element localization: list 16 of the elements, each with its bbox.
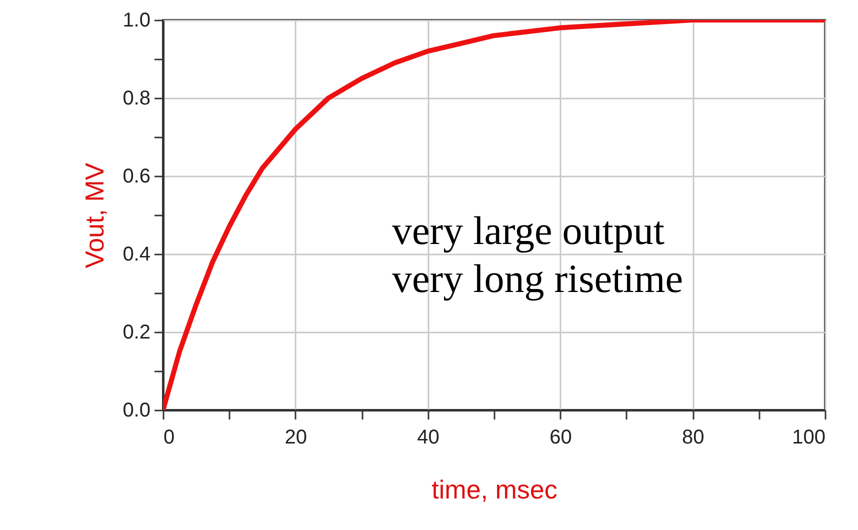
x-tick-label: 80 (682, 426, 704, 448)
y-tick-label: 0.8 (122, 88, 150, 110)
x-tick-label: 0 (164, 426, 175, 448)
x-axis-title: time, msec (432, 474, 558, 504)
x-tick-label: 40 (417, 426, 440, 448)
annotation: very long risetime (392, 256, 684, 301)
annotation: very large output (392, 208, 665, 253)
x-tick-label: 100 (792, 426, 826, 448)
y-tick-label: 0.4 (122, 244, 150, 266)
x-tick-label: 20 (284, 426, 308, 448)
y-axis-title: Vout, MV (80, 162, 110, 268)
y-tick-label: 1.0 (122, 10, 150, 32)
y-tick-label: 0.2 (122, 322, 150, 344)
y-tick-label: 0.0 (122, 400, 150, 422)
x-tick-label: 60 (550, 426, 572, 448)
y-tick-label: 0.6 (122, 166, 150, 188)
